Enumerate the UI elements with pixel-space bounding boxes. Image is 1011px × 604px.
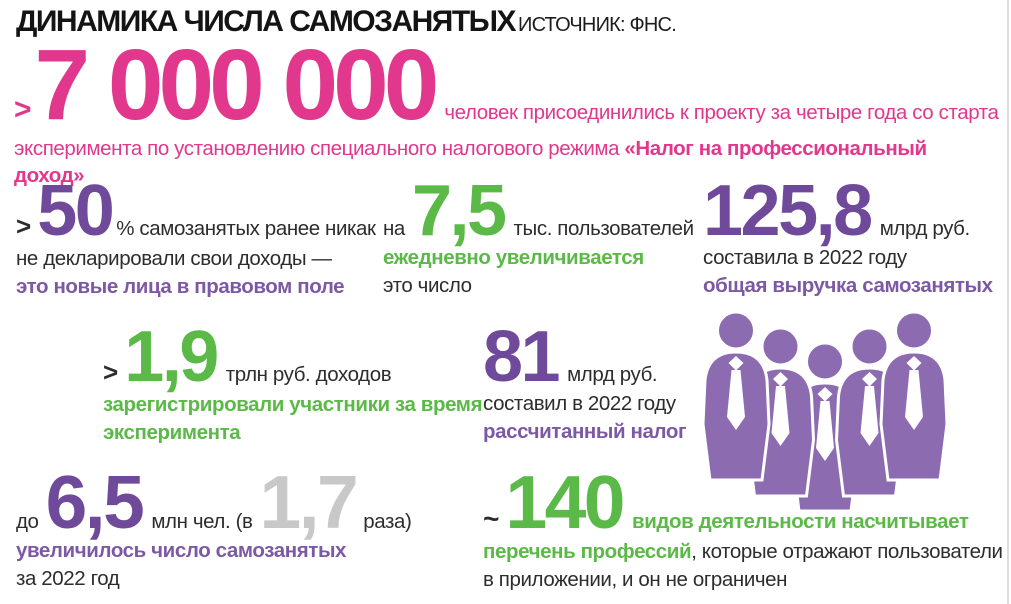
- stat-number: 140: [505, 460, 625, 544]
- stat-suffix: млрд руб.: [879, 217, 971, 240]
- stat-description-line1: человек присоединились к проекту за четы…: [444, 101, 999, 124]
- stat-secondary-number: 1,7: [259, 460, 359, 544]
- page-title: ДИНАМИКА ЧИСЛА САМОЗАНЯТЫХ: [16, 5, 517, 38]
- stat-incomes-registered: > 1,9 трлн руб. доходов зарегистрировали…: [103, 317, 483, 446]
- stat-line2: не декларировали свои доходы —: [16, 247, 332, 270]
- stat-number: 7,5: [411, 171, 507, 251]
- source-label: ИСТОЧНИК: ФНС.: [518, 14, 677, 36]
- stat-suffix: трлн руб. доходов: [225, 363, 392, 386]
- stat-mid-text: млн чел. (в: [151, 510, 253, 533]
- stat-revenue-2022: 125,8 млрд руб. составила в 2022 году об…: [703, 171, 993, 299]
- stat-line2: зарегистрировали участники за время: [103, 393, 483, 416]
- stat-prefix: >: [14, 93, 32, 126]
- page-edge-divider: [1007, 0, 1009, 604]
- stat-number: 81: [483, 317, 561, 397]
- tax-regime-name: «Налог на профессиональный доход»: [14, 137, 927, 187]
- stat-number: 6,5: [45, 460, 145, 544]
- stat-number: 7 000 000: [34, 29, 440, 141]
- stat-line2: увеличилось число самозанятых: [16, 539, 347, 562]
- stat-new-faces: > 50 % самозанятых ранее никак не деклар…: [16, 171, 376, 300]
- stat-daily-growth: на 7,5 тыс. пользователей ежедневно увел…: [383, 171, 695, 299]
- stat-growth-2022: до 6,5 млн чел. (в 1,7 раза) увеличилось…: [16, 460, 412, 592]
- stat-description-line2: эксперимента по установлению специальног…: [14, 137, 927, 187]
- stat-suffix: млрд руб.: [567, 363, 658, 386]
- stat-line3: за 2022 год: [16, 566, 120, 590]
- stat-line2: составила в 2022 году: [703, 246, 907, 269]
- stat-tax-2022: 81 млрд руб. составил в 2022 году рассчи…: [483, 317, 687, 445]
- stat-line3: рассчитанный налог: [483, 419, 687, 443]
- stat-prefix: на: [383, 217, 405, 240]
- stat-line3: это новые лица в правовом поле: [16, 274, 345, 298]
- stat-line2: составил в 2022 году: [483, 392, 676, 415]
- stat-prefix: ~: [483, 503, 500, 534]
- stat-line2: перечень профессий, которые отражают пол…: [483, 540, 1003, 563]
- stat-line2: ежедневно увеличивается: [383, 246, 644, 269]
- stat-prefix: >: [16, 211, 32, 241]
- stat-suffix: раза): [363, 510, 412, 533]
- stat-prefix: >: [103, 357, 119, 387]
- stat-professions: ~ 140 видов деятельности насчитывает пер…: [483, 460, 1003, 593]
- stat-suffix: % самозанятых ранее никак: [116, 217, 376, 240]
- stat-line3: в приложении, и он не ограничен: [483, 567, 788, 591]
- stat-line3: эксперимента: [103, 420, 241, 444]
- stat-number: 1,9: [124, 317, 219, 397]
- stat-prefix: до: [16, 510, 39, 533]
- stat-total-joined: > 7 000 000 человек присоединились к про…: [14, 29, 999, 189]
- stat-suffix: тыс. пользователей: [513, 217, 695, 240]
- stat-suffix: видов деятельности насчитывает: [632, 510, 969, 533]
- stat-line3: это число: [383, 273, 472, 297]
- stat-number: 125,8: [703, 171, 873, 251]
- stat-number: 50: [37, 171, 115, 251]
- stat-line3: общая выручка самозанятых: [703, 273, 993, 297]
